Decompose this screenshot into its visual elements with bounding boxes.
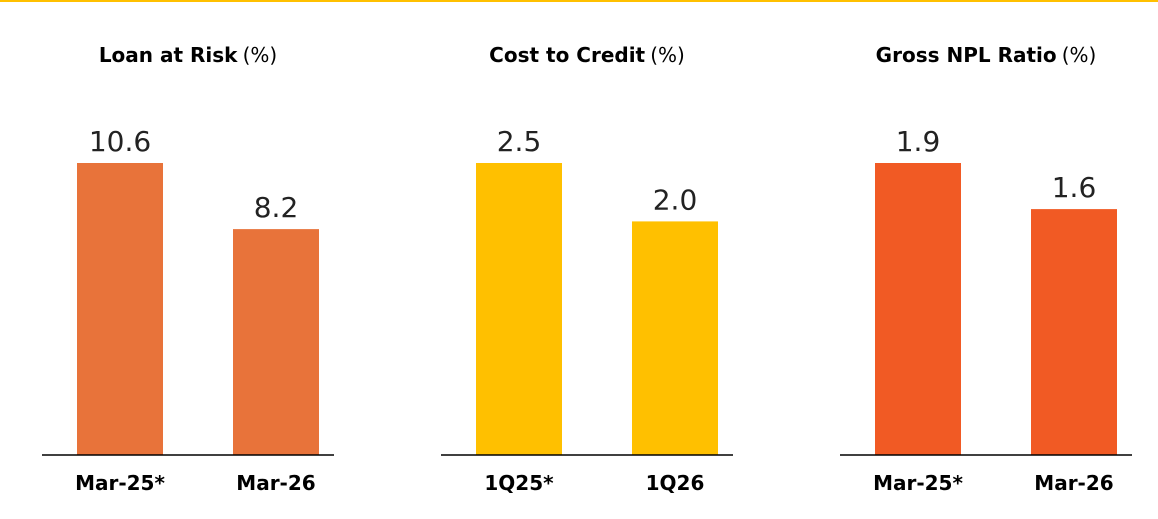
title-unit: (%)	[1062, 43, 1097, 67]
bar	[233, 229, 319, 455]
title-text: Gross NPL Ratio	[876, 43, 1057, 67]
bar	[1031, 209, 1117, 455]
data-label: 1.6	[1052, 171, 1097, 204]
data-label: 2.0	[653, 183, 698, 216]
x-tick-label: Mar-25*	[873, 471, 963, 495]
top-rule	[0, 0, 1158, 2]
bar	[632, 221, 718, 455]
bar	[875, 163, 961, 455]
data-label: 10.6	[89, 125, 151, 158]
x-tick-label: 1Q25*	[484, 471, 554, 495]
bar	[77, 163, 163, 455]
x-tick-label: Mar-26	[236, 471, 315, 495]
chart-title: Loan at Risk (%)	[99, 43, 277, 67]
data-label: 1.9	[896, 125, 941, 158]
x-tick-label: Mar-25*	[75, 471, 165, 495]
data-label: 2.5	[497, 125, 542, 158]
data-label: 8.2	[254, 191, 299, 224]
bar	[476, 163, 562, 455]
x-tick-label: Mar-26	[1034, 471, 1113, 495]
title-unit: (%)	[243, 43, 278, 67]
chart-title: Cost to Credit (%)	[489, 43, 685, 67]
title-text: Loan at Risk	[99, 43, 238, 67]
chart-title: Gross NPL Ratio (%)	[876, 43, 1097, 67]
title-text: Cost to Credit	[489, 43, 645, 67]
x-tick-label: 1Q26	[646, 471, 705, 495]
title-unit: (%)	[650, 43, 685, 67]
